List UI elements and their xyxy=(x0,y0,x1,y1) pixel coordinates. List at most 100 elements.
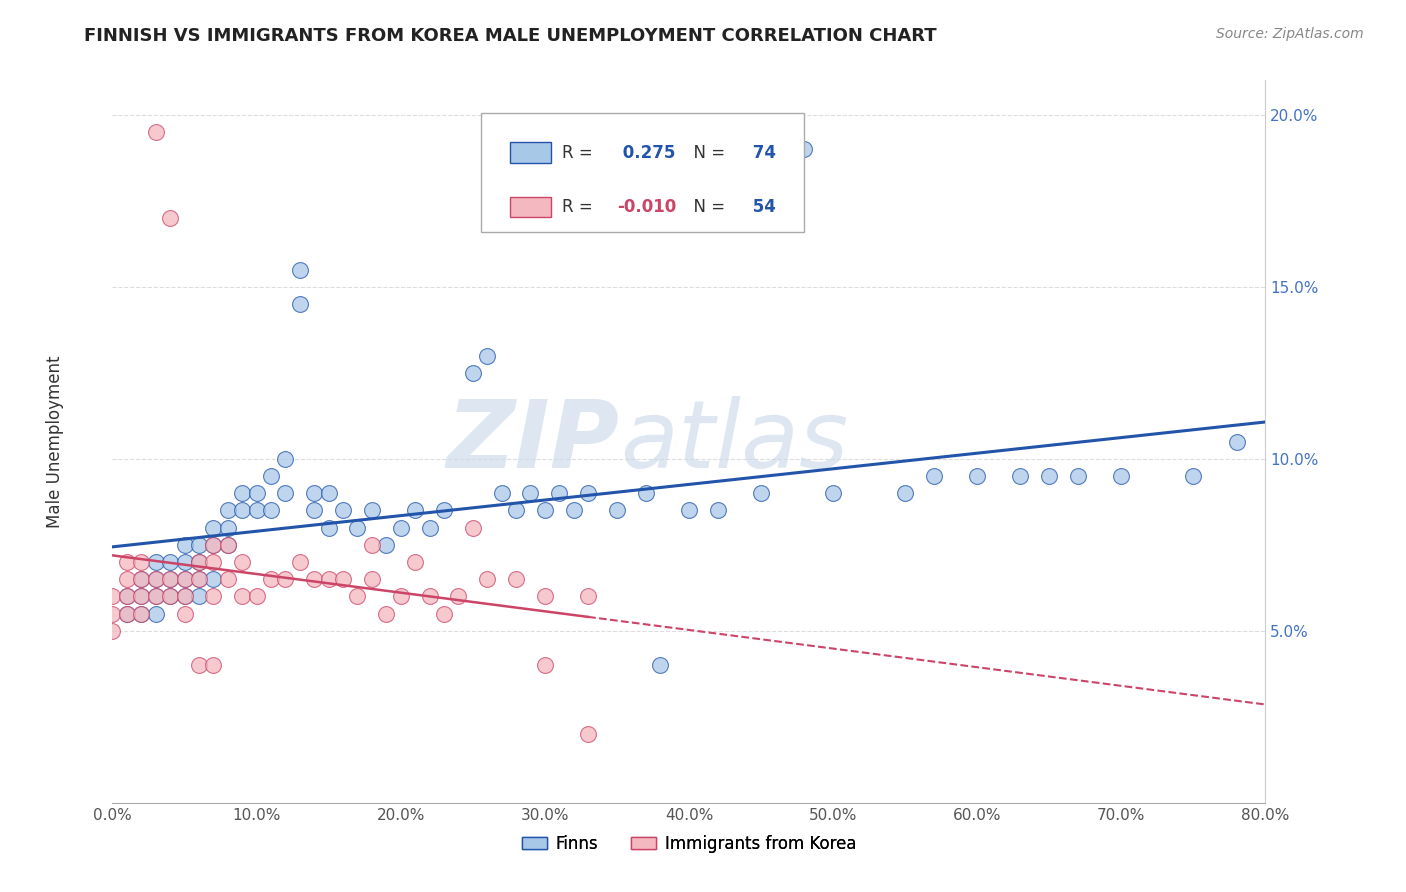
Point xyxy=(821,486,844,500)
Point xyxy=(375,538,398,552)
Point xyxy=(274,451,297,466)
Point xyxy=(202,590,225,604)
Point xyxy=(202,572,225,586)
Point xyxy=(288,262,311,277)
Point xyxy=(115,590,138,604)
Point xyxy=(1067,469,1090,483)
Point xyxy=(389,590,412,604)
Point xyxy=(360,503,382,517)
Point xyxy=(145,590,167,604)
Text: atlas: atlas xyxy=(620,396,848,487)
Point xyxy=(129,572,153,586)
Point xyxy=(419,520,441,534)
Text: R =: R = xyxy=(562,198,593,216)
Point xyxy=(966,469,988,483)
Point xyxy=(318,572,340,586)
Point xyxy=(576,486,599,500)
Point xyxy=(491,486,513,500)
Point xyxy=(246,590,269,604)
Point xyxy=(505,503,527,517)
Point xyxy=(115,555,138,569)
Point xyxy=(145,572,167,586)
Text: 74: 74 xyxy=(747,144,776,161)
Point xyxy=(129,555,153,569)
Point xyxy=(505,572,527,586)
Point xyxy=(419,590,441,604)
Point xyxy=(145,572,167,586)
Point xyxy=(217,538,239,552)
Point xyxy=(634,486,657,500)
Point xyxy=(534,658,557,673)
Point xyxy=(101,607,124,621)
Point xyxy=(246,486,269,500)
Point xyxy=(159,590,181,604)
Point xyxy=(231,503,253,517)
Point xyxy=(433,607,456,621)
Text: 0.275: 0.275 xyxy=(617,144,676,161)
Text: Source: ZipAtlas.com: Source: ZipAtlas.com xyxy=(1216,27,1364,41)
Point xyxy=(159,572,181,586)
Point xyxy=(534,503,557,517)
Point xyxy=(115,590,138,604)
Point xyxy=(1038,469,1060,483)
Point xyxy=(346,590,368,604)
Point xyxy=(389,520,412,534)
Point xyxy=(318,486,340,500)
Point xyxy=(318,520,340,534)
Point xyxy=(217,503,239,517)
Point xyxy=(461,520,484,534)
Point xyxy=(447,590,470,604)
Text: -0.010: -0.010 xyxy=(617,198,676,216)
Text: N =: N = xyxy=(683,144,725,161)
Point xyxy=(650,658,672,673)
Point xyxy=(360,538,382,552)
Point xyxy=(173,572,195,586)
FancyBboxPatch shape xyxy=(510,143,551,162)
Point xyxy=(101,624,124,638)
Point xyxy=(173,607,195,621)
Text: ZIP: ZIP xyxy=(447,395,620,488)
Text: FINNISH VS IMMIGRANTS FROM KOREA MALE UNEMPLOYMENT CORRELATION CHART: FINNISH VS IMMIGRANTS FROM KOREA MALE UN… xyxy=(84,27,936,45)
Point xyxy=(606,503,628,517)
Point xyxy=(188,555,211,569)
Point xyxy=(288,555,311,569)
Point xyxy=(173,538,195,552)
Point xyxy=(260,469,283,483)
Point xyxy=(548,486,571,500)
Point xyxy=(1010,469,1032,483)
Point xyxy=(360,572,382,586)
FancyBboxPatch shape xyxy=(481,112,804,232)
Point xyxy=(188,555,211,569)
Point xyxy=(202,538,225,552)
Point xyxy=(304,572,326,586)
Point xyxy=(159,555,181,569)
Point xyxy=(159,590,181,604)
Point xyxy=(202,555,225,569)
Point xyxy=(217,572,239,586)
Point xyxy=(475,349,499,363)
Point xyxy=(145,590,167,604)
FancyBboxPatch shape xyxy=(510,196,551,217)
Point xyxy=(115,607,138,621)
Point xyxy=(246,503,269,517)
Point xyxy=(288,297,311,311)
Point xyxy=(461,366,484,380)
Point xyxy=(173,590,195,604)
Point xyxy=(346,520,368,534)
Point xyxy=(793,142,815,156)
Point xyxy=(188,572,211,586)
Point xyxy=(404,555,426,569)
Point xyxy=(678,503,700,517)
Point xyxy=(433,503,456,517)
Point xyxy=(129,607,153,621)
Point xyxy=(1226,434,1249,449)
Point xyxy=(1111,469,1133,483)
Point xyxy=(332,503,354,517)
Point xyxy=(129,607,153,621)
Point xyxy=(534,590,557,604)
Point xyxy=(231,555,253,569)
Point xyxy=(188,590,211,604)
Point xyxy=(894,486,917,500)
Point xyxy=(1182,469,1205,483)
Point xyxy=(217,520,239,534)
